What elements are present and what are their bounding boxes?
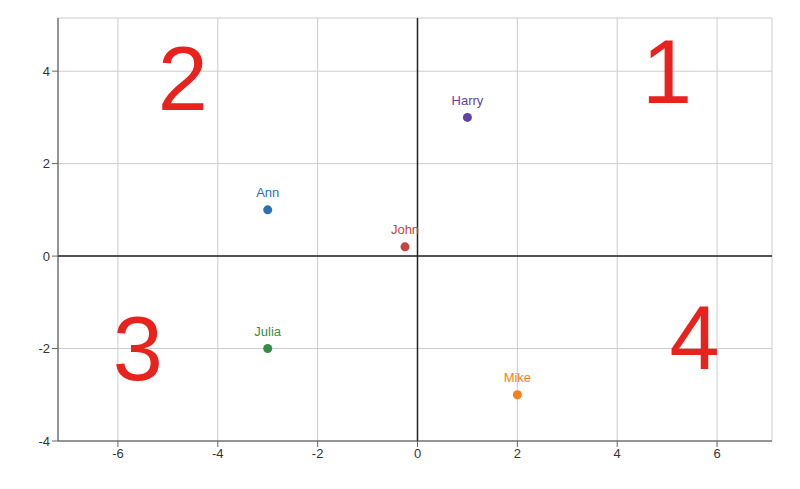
svg-text:Harry: Harry bbox=[452, 93, 484, 108]
svg-text:3: 3 bbox=[113, 299, 163, 399]
svg-text:1: 1 bbox=[642, 22, 692, 122]
svg-text:-6: -6 bbox=[112, 446, 124, 461]
svg-text:4: 4 bbox=[43, 64, 50, 79]
svg-text:Julia: Julia bbox=[254, 324, 282, 339]
svg-text:-4: -4 bbox=[38, 434, 50, 449]
svg-text:4: 4 bbox=[670, 288, 720, 388]
svg-text:2: 2 bbox=[43, 156, 50, 171]
svg-text:-2: -2 bbox=[38, 341, 50, 356]
svg-text:-2: -2 bbox=[312, 446, 324, 461]
svg-text:Mike: Mike bbox=[504, 370, 531, 385]
svg-text:4: 4 bbox=[614, 446, 621, 461]
svg-text:0: 0 bbox=[43, 249, 50, 264]
svg-text:John: John bbox=[391, 222, 419, 237]
svg-text:6: 6 bbox=[713, 446, 720, 461]
svg-text:Ann: Ann bbox=[256, 185, 279, 200]
svg-text:2: 2 bbox=[514, 446, 521, 461]
svg-text:-4: -4 bbox=[212, 446, 224, 461]
svg-text:0: 0 bbox=[414, 446, 421, 461]
svg-text:2: 2 bbox=[158, 29, 208, 129]
